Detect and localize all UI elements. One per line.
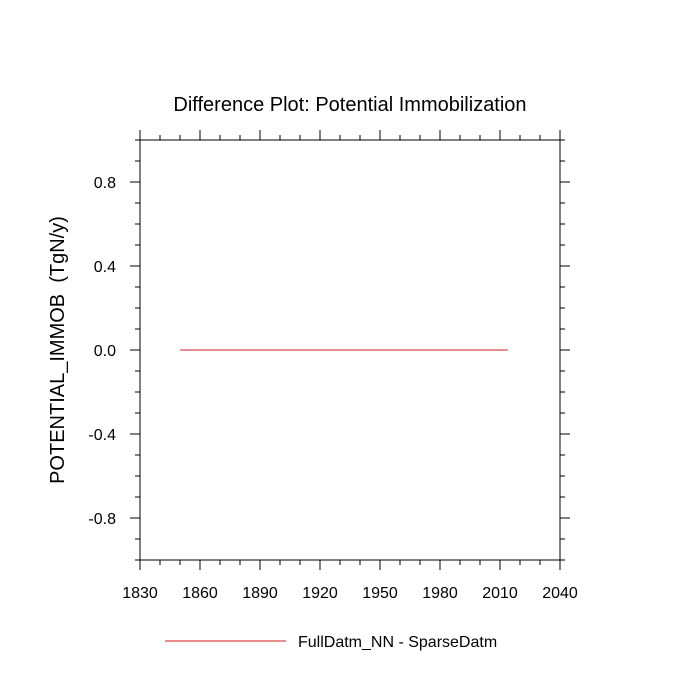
x-tick-label: 1920 bbox=[302, 585, 338, 602]
y-tick-label: -0.8 bbox=[88, 511, 116, 528]
y-tick-label: 0.4 bbox=[94, 259, 116, 276]
x-tick-labels: 1830 1860 1890 1920 1950 1980 2010 2040 bbox=[122, 585, 578, 602]
x-tick-label: 1860 bbox=[182, 585, 218, 602]
y-tick-label: 0.0 bbox=[94, 343, 116, 360]
x-tick-label: 2010 bbox=[482, 585, 518, 602]
x-tick-label: 1950 bbox=[362, 585, 398, 602]
y-tick-label: 0.8 bbox=[94, 175, 116, 192]
x-tick-label: 1830 bbox=[122, 585, 158, 602]
x-tick-label: 1890 bbox=[242, 585, 278, 602]
axis-ticks bbox=[130, 130, 570, 570]
y-axis-label: POTENTIAL_IMMOB (TgN/y) bbox=[47, 216, 69, 484]
x-tick-label: 2040 bbox=[542, 585, 578, 602]
x-tick-label: 1980 bbox=[422, 585, 458, 602]
chart-title: Difference Plot: Potential Immobilizatio… bbox=[173, 94, 526, 116]
legend: FullDatm_NN - SparseDatm bbox=[165, 634, 497, 651]
y-tick-label: -0.4 bbox=[88, 427, 116, 444]
y-tick-labels: 0.8 0.4 0.0 -0.4 -0.8 bbox=[88, 175, 116, 528]
legend-label: FullDatm_NN - SparseDatm bbox=[298, 634, 497, 651]
